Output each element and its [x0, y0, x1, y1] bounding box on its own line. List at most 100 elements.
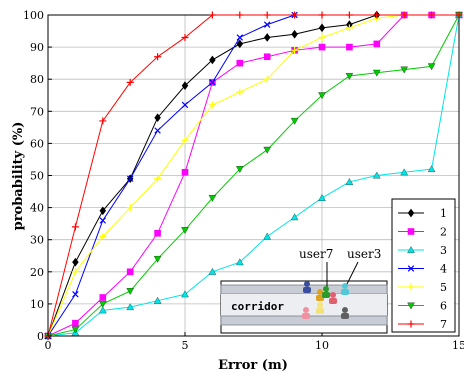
data-point	[208, 11, 216, 19]
y-tick-label: 70	[30, 105, 44, 118]
y-tick-label: 80	[30, 73, 44, 86]
data-point	[346, 43, 353, 51]
data-point	[208, 101, 216, 109]
data-point	[72, 291, 79, 298]
data-point	[318, 43, 326, 51]
series-line	[47, 14, 459, 337]
user7-label: user7	[299, 247, 333, 261]
data-point	[126, 288, 134, 295]
data-point	[236, 34, 244, 41]
legend-marker	[407, 320, 415, 328]
data-point	[236, 39, 244, 49]
data-point	[263, 11, 271, 19]
legend-label: 6	[440, 300, 447, 313]
data-point	[99, 300, 107, 308]
y-tick-label: 20	[30, 266, 44, 279]
data-point	[154, 53, 162, 61]
data-point	[290, 213, 299, 221]
y-tick-label: 10	[30, 298, 44, 311]
y-tick-label: 0	[37, 330, 44, 343]
corridor-inset: corridor user7 user3	[220, 247, 388, 334]
data-point	[263, 146, 271, 154]
legend-marker	[407, 265, 415, 272]
data-point	[181, 168, 189, 176]
legend-item: 5	[398, 281, 447, 294]
legend-marker	[407, 208, 415, 218]
data-point	[153, 296, 162, 304]
series-line	[47, 14, 295, 337]
data-point	[345, 178, 354, 185]
user-figure	[341, 307, 349, 319]
data-point	[263, 21, 271, 28]
legend-box	[391, 198, 456, 333]
legend-item: 6	[398, 300, 447, 313]
legend: 1 2 3 4 5 6 7	[391, 198, 456, 333]
data-point	[400, 11, 408, 19]
data-point	[318, 194, 326, 201]
data-point	[154, 113, 161, 123]
data-point	[236, 258, 244, 266]
data-point	[427, 165, 436, 173]
user7-figure	[329, 292, 337, 304]
data-point	[290, 117, 299, 125]
user3-figure	[341, 283, 349, 295]
data-point	[71, 268, 79, 276]
data-point	[236, 59, 244, 67]
data-point	[373, 11, 381, 19]
series-line	[47, 14, 460, 337]
user3-label: user3	[347, 247, 381, 261]
data-point	[181, 290, 189, 298]
grid	[48, 15, 459, 336]
y-axis-title: probability (%)	[11, 122, 26, 231]
data-point	[318, 11, 326, 19]
data-point	[236, 88, 244, 96]
data-point	[181, 81, 189, 90]
data-point	[291, 46, 299, 54]
corridor-label: corridor	[231, 300, 284, 313]
legend-label: 5	[440, 281, 447, 294]
data-point	[99, 117, 107, 125]
data-point	[181, 227, 189, 234]
x-tick-label: 0	[45, 339, 52, 352]
data-point	[345, 11, 353, 19]
data-point	[126, 204, 134, 212]
data-point	[263, 75, 271, 83]
legend-item: 3	[398, 244, 447, 257]
data-point	[153, 256, 162, 263]
data-point	[99, 206, 107, 216]
data-point	[99, 294, 107, 301]
data-point	[181, 33, 189, 41]
data-point	[400, 66, 408, 74]
data-point	[428, 11, 436, 19]
data-point	[236, 11, 244, 19]
data-point	[263, 33, 271, 42]
data-point	[318, 23, 326, 33]
series-line	[47, 14, 459, 337]
data-point	[373, 40, 381, 48]
data-point	[373, 69, 381, 77]
user-figure	[316, 302, 324, 314]
legend-label: 7	[440, 318, 447, 331]
user-figure	[302, 307, 310, 319]
legend-item: 7	[398, 318, 447, 331]
series-5	[44, 11, 463, 340]
data-point	[345, 73, 354, 80]
y-tick-label: 90	[30, 41, 44, 54]
legend-item: 4	[398, 263, 447, 276]
x-axis-title: Error (m)	[218, 358, 288, 373]
data-point	[291, 29, 298, 39]
data-point	[373, 171, 381, 179]
data-point	[345, 24, 353, 32]
y-tick-label: 30	[30, 234, 44, 247]
user-figure	[322, 286, 330, 298]
data-point	[263, 232, 271, 240]
data-point	[72, 319, 79, 327]
legend-item: 1	[398, 207, 447, 220]
data-point	[318, 92, 326, 100]
data-point	[126, 175, 134, 182]
data-point	[209, 79, 216, 86]
legend-marker	[407, 283, 415, 291]
